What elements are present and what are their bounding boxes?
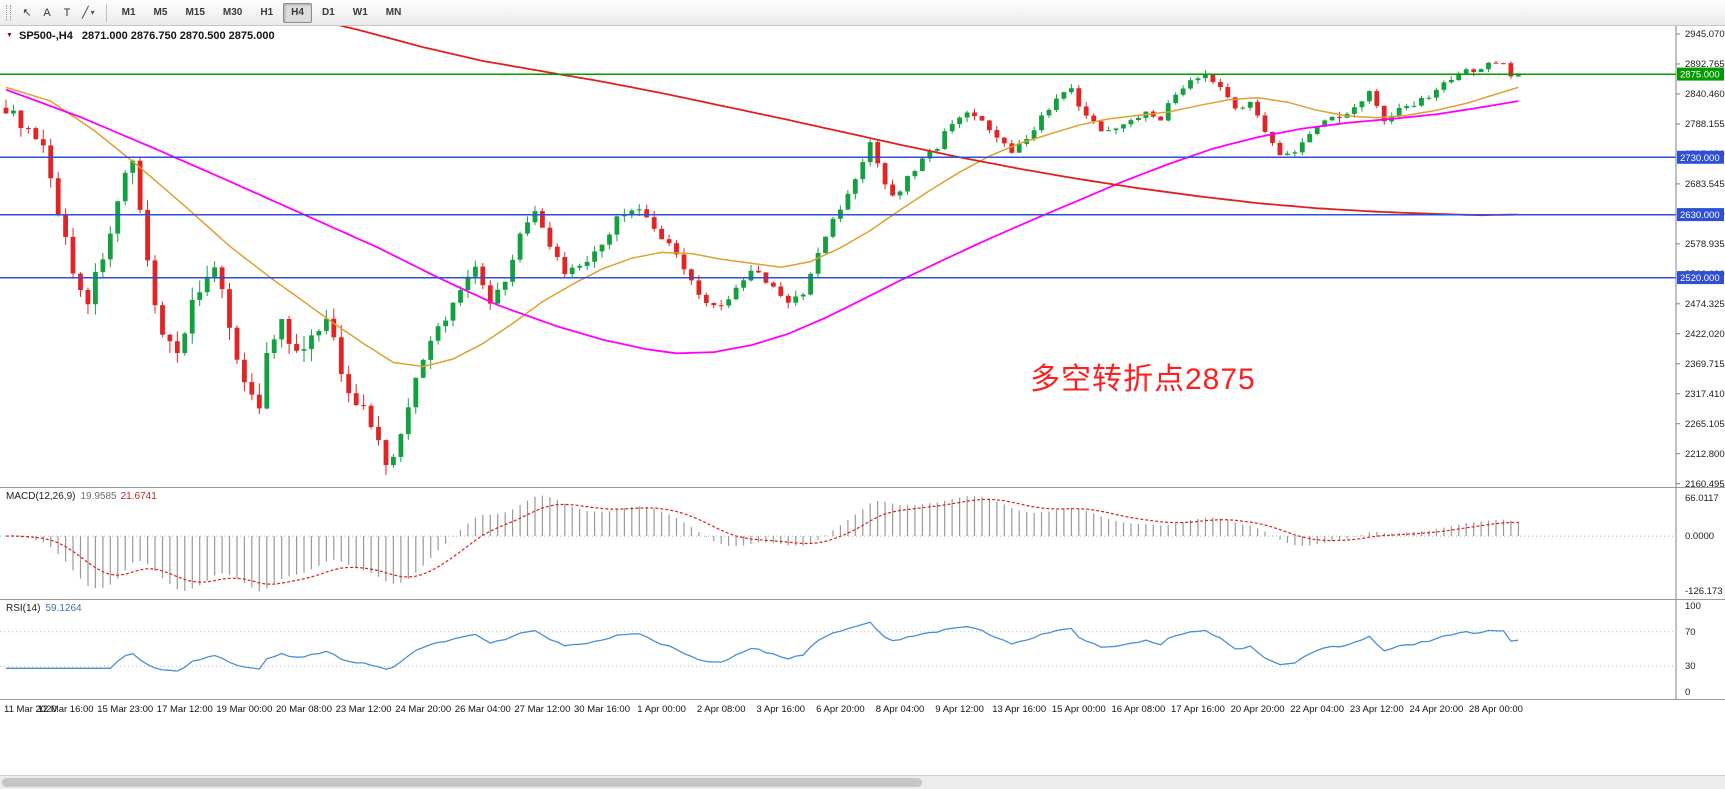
time-axis-label: 13 Apr 16:00 [992, 704, 1046, 715]
rsi-panel[interactable]: 100 70 30 0 RSI(14) 59.1264 [0, 600, 1725, 700]
mt4-chart-window: ↖AT╱▾ M1M5M15M30H1H4D1W1MN 2945.0702892.… [0, 0, 1725, 789]
time-axis-label: 6 Apr 20:00 [816, 704, 865, 715]
macd-label: MACD(12,26,9) 19.9585 21.6741 [6, 491, 157, 502]
macd-signal-value: 21.6741 [121, 491, 157, 502]
ohlc-values: 2871.000 2876.750 2870.500 2875.000 [82, 30, 275, 42]
time-axis-label: 24 Mar 20:00 [395, 704, 451, 715]
price-axis-label: 2578.935 [1685, 239, 1725, 250]
macd-name: MACD(12,26,9) [6, 491, 75, 502]
toolbar: ↖AT╱▾ M1M5M15M30H1H4D1W1MN [0, 0, 1725, 26]
rsi-canvas[interactable]: 100 70 30 0 [0, 600, 1725, 699]
price-axis-label: 2788.155 [1685, 119, 1725, 130]
ma-fast-orange [6, 87, 1518, 366]
macd-axis-label: 0.0000 [1685, 531, 1714, 542]
time-axis-label: 27 Mar 12:00 [514, 704, 570, 715]
rsi-value: 59.1264 [45, 603, 81, 614]
timeframe-button-MN[interactable]: MN [378, 3, 410, 23]
time-axis-label: 3 Apr 16:00 [756, 704, 805, 715]
rsi-line [6, 622, 1518, 671]
symbol-period-label: SP500-,H4 [19, 30, 73, 42]
timeframe-button-M5[interactable]: M5 [146, 3, 176, 23]
price-axis[interactable]: 2945.0702892.7652840.4602788.1552735.850… [1676, 26, 1725, 488]
macd-signal-line [6, 499, 1518, 584]
timeframes-group: M1M5M15M30H1H4D1W1MN [113, 3, 411, 23]
price-axis-label: 2212.800 [1685, 449, 1725, 460]
price-axis-label: 2369.715 [1685, 359, 1725, 370]
rsi-axis-label: 70 [1685, 627, 1696, 638]
toolbar-separator [106, 4, 107, 22]
time-axis-label: 24 Apr 20:00 [1409, 704, 1463, 715]
price-chart-area[interactable]: 2945.0702892.7652840.4602788.1552735.850… [0, 26, 1725, 488]
horizontal-scrollbar[interactable] [0, 775, 1725, 789]
scrollbar-thumb[interactable] [2, 778, 922, 787]
ma-slow-red [304, 26, 1518, 215]
price-axis-label: 2474.325 [1685, 299, 1725, 310]
timeframe-button-M30[interactable]: M30 [215, 3, 250, 23]
time-axis-label: 17 Mar 12:00 [157, 704, 213, 715]
price-axis-label: 2317.410 [1685, 389, 1725, 400]
rsi-name: RSI(14) [6, 603, 40, 614]
time-axis-label: 2 Apr 08:00 [697, 704, 746, 715]
timeframe-button-D1[interactable]: D1 [314, 3, 343, 23]
macd-histogram [6, 496, 1518, 592]
svg-text:2520.000: 2520.000 [1680, 273, 1720, 284]
symbol-marker-icon: ▼ [6, 32, 13, 39]
price-axis-label: 2422.020 [1685, 329, 1725, 340]
macd-main-value: 19.9585 [80, 491, 116, 502]
macd-axis-label: 66.0117 [1685, 493, 1719, 504]
timeframe-button-H1[interactable]: H1 [252, 3, 281, 23]
timeframe-button-H4[interactable]: H4 [283, 3, 312, 23]
rsi-label: RSI(14) 59.1264 [6, 603, 82, 614]
time-axis-label: 9 Apr 12:00 [935, 704, 984, 715]
time-axis-label: 15 Mar 23:00 [97, 704, 153, 715]
time-axis-label: 30 Mar 16:00 [574, 704, 630, 715]
price-axis-label: 2945.070 [1685, 29, 1725, 40]
time-axis-label: 17 Apr 16:00 [1171, 704, 1225, 715]
timeframe-button-M15[interactable]: M15 [177, 3, 212, 23]
price-axis-label: 2160.495 [1685, 479, 1725, 488]
toolbar-grip[interactable] [6, 5, 11, 21]
time-axis-label: 15 Apr 00:00 [1052, 704, 1106, 715]
chart-annotation-text: 多空转折点2875 [1030, 354, 1256, 398]
time-axis-label: 20 Mar 08:00 [276, 704, 332, 715]
bottom-gap [0, 720, 1725, 775]
macd-canvas[interactable]: 66.0117 0.0000 -126.173 [0, 488, 1725, 599]
time-axis-label: 28 Apr 00:00 [1469, 704, 1523, 715]
macd-axis-label: -126.173 [1685, 586, 1723, 597]
svg-text:2875.000: 2875.000 [1680, 70, 1720, 81]
price-axis-label: 2840.460 [1685, 89, 1725, 100]
chart-title: ▼ SP500-,H4 2871.000 2876.750 2870.500 2… [6, 30, 275, 42]
time-axis-label: 23 Apr 12:00 [1350, 704, 1404, 715]
time-axis-label: 1 Apr 00:00 [637, 704, 686, 715]
svg-text:2730.000: 2730.000 [1680, 153, 1720, 164]
text-tool[interactable]: A [37, 3, 57, 23]
time-axis-label: 8 Apr 04:00 [876, 704, 925, 715]
rsi-axis-label: 0 [1685, 687, 1690, 698]
chevron-down-icon: ▾ [91, 8, 95, 17]
pointer-tool[interactable]: ↖ [17, 3, 37, 23]
time-axis-label: 16 Apr 08:00 [1111, 704, 1165, 715]
price-axis-label: 2683.545 [1685, 179, 1725, 190]
timeframe-button-M1[interactable]: M1 [114, 3, 144, 23]
price-chart-canvas[interactable]: 2945.0702892.7652840.4602788.1552735.850… [0, 26, 1725, 488]
time-axis-label: 20 Apr 20:00 [1231, 704, 1285, 715]
textbox-tool[interactable]: T [57, 3, 77, 23]
drawing-tools-group: ↖AT╱▾ [17, 3, 100, 23]
svg-text:2630.000: 2630.000 [1680, 210, 1720, 221]
time-axis[interactable]: 11 Mar 202012 Mar 16:0015 Mar 23:0017 Ma… [0, 700, 1725, 720]
time-axis-label: 23 Mar 12:00 [336, 704, 392, 715]
ma-medium-magenta [6, 90, 1518, 354]
rsi-axis-label: 100 [1685, 601, 1701, 612]
time-axis-label: 12 Mar 16:00 [38, 704, 94, 715]
candles-layer[interactable] [4, 61, 1521, 475]
macd-panel[interactable]: 66.0117 0.0000 -126.173 MACD(12,26,9) 19.95… [0, 488, 1725, 600]
price-axis-label: 2265.105 [1685, 419, 1725, 430]
line-studies-tool[interactable]: ╱▾ [77, 3, 100, 23]
time-axis-label: 22 Apr 04:00 [1290, 704, 1344, 715]
timeframe-button-W1[interactable]: W1 [345, 3, 376, 23]
time-axis-label: 19 Mar 00:00 [216, 704, 272, 715]
time-axis-label: 26 Mar 04:00 [455, 704, 511, 715]
rsi-axis-label: 30 [1685, 661, 1696, 672]
